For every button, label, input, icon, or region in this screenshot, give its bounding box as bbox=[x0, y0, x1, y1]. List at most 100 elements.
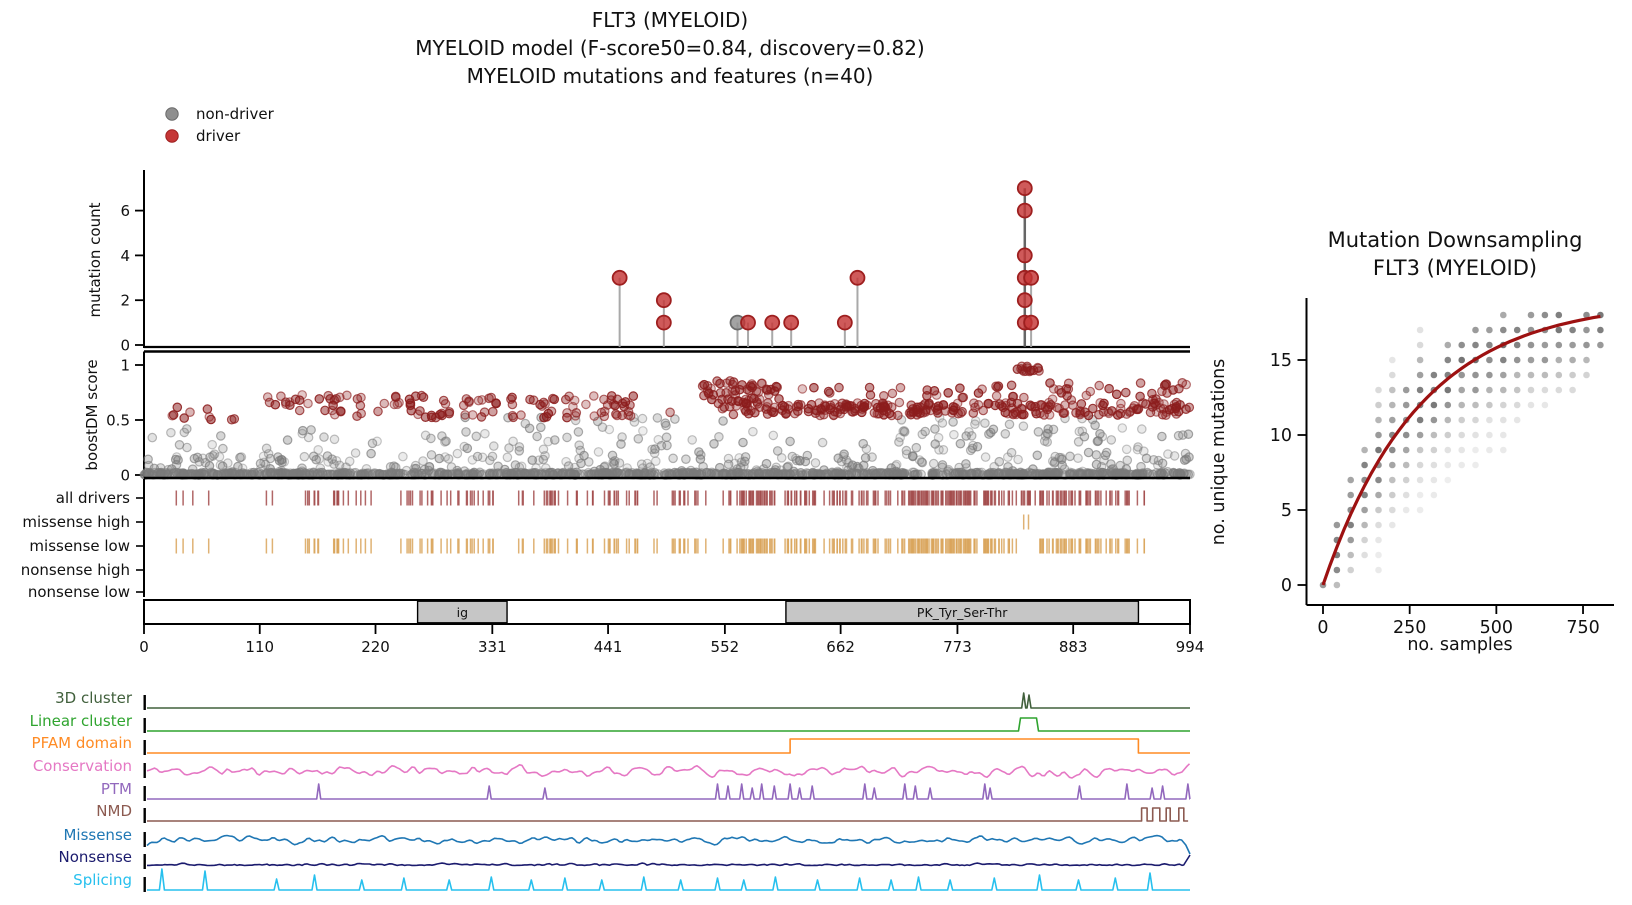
protein-position-tick-label: 883 bbox=[1059, 638, 1088, 656]
boostdm-score-tick-label: 0.5 bbox=[106, 412, 130, 430]
driver-mutation-dot bbox=[764, 314, 781, 331]
feature-track-label: Missense bbox=[63, 826, 132, 844]
driver-consequence-tracks-panel: all drivers missense high missense low nons… bbox=[21, 479, 1146, 601]
protein-position-tick-label: 773 bbox=[943, 638, 972, 656]
figure-title-line3: MYELOID mutations and features (n=40) bbox=[467, 64, 874, 88]
feature-track-label: Linear cluster bbox=[30, 712, 133, 730]
feature-track-axis-cap bbox=[143, 695, 146, 710]
protein-position-tick-label: 662 bbox=[826, 638, 855, 656]
feature-track-line-missense bbox=[146, 834, 1191, 855]
track-row-label: nonsense low bbox=[28, 583, 130, 601]
missense-high-ticks bbox=[1022, 514, 1030, 530]
feature-track-line-splicing bbox=[147, 868, 1190, 891]
downsampling-scatter-points bbox=[1319, 311, 1604, 589]
figure-title-line2: MYELOID model (F-score50=0.84, discovery… bbox=[415, 36, 924, 60]
y-axis-label-mutation-count: mutation count bbox=[86, 202, 104, 317]
y-axis-label-unique-mutations: no. unique mutations bbox=[1209, 359, 1229, 546]
driver-mutation-dot bbox=[655, 314, 672, 331]
feature-tracks-panel: 3D cluster Linear cluster PFAM domain Conse… bbox=[30, 689, 1191, 892]
pfam-domain-box bbox=[785, 600, 1140, 624]
downsampling-y-tick-label: 5 bbox=[1281, 501, 1292, 521]
track-row-label: all drivers bbox=[56, 489, 130, 507]
feature-track-line-3d-cluster bbox=[147, 692, 1190, 709]
mutation-count-tick-label: 0 bbox=[120, 337, 130, 355]
y-axis-label-boostdm-score: boostDM score bbox=[83, 359, 101, 470]
boostdm-score-tick-label: 1 bbox=[120, 357, 130, 375]
legend-label-non-driver: non-driver bbox=[196, 105, 275, 123]
pfam-domain-box-label: PK_Tyr_Ser-Thr bbox=[917, 605, 1008, 620]
driver-mutation-dot bbox=[611, 269, 628, 286]
feature-track-label: Splicing bbox=[73, 871, 132, 889]
mutation-count-panel: 0 2 4 6 bbox=[120, 170, 1190, 355]
all-drivers-ticks bbox=[175, 490, 1146, 506]
feature-track-axis-cap bbox=[143, 877, 146, 892]
driver-mutation-dot bbox=[1023, 269, 1040, 286]
pfam-domain-box bbox=[416, 600, 508, 624]
protein-position-tick-label: 220 bbox=[361, 638, 390, 656]
feature-track-label: Nonsense bbox=[59, 848, 133, 866]
feature-track-axis-cap bbox=[143, 808, 146, 823]
downsampling-title-line1: Mutation Downsampling bbox=[1328, 228, 1583, 252]
pfam-domain-box-label: ig bbox=[457, 605, 468, 620]
protein-position-tick-label: 0 bbox=[139, 638, 149, 656]
driver-mutation-dot bbox=[1023, 314, 1040, 331]
boostdm-score-scatter-points bbox=[139, 361, 1195, 480]
feature-track-axis-cap bbox=[143, 740, 146, 755]
downsampling-x-tick-label: 500 bbox=[1480, 618, 1513, 638]
feature-track-label: PFAM domain bbox=[32, 734, 132, 752]
feature-track-line-nonsense bbox=[147, 854, 1191, 867]
legend-label-driver: driver bbox=[196, 127, 241, 145]
downsampling-title-line2: FLT3 (MYELOID) bbox=[1373, 256, 1537, 280]
feature-track-line-conservation bbox=[146, 763, 1191, 779]
protein-position-axis: 0 110 220 331 441 552 662 773 883 994 bbox=[139, 624, 1204, 656]
feature-track-line-linear-cluster bbox=[147, 717, 1190, 732]
protein-position-tick-label: 110 bbox=[245, 638, 274, 656]
legend-marker-non-driver bbox=[165, 107, 179, 121]
x-axis-label-no-samples: no. samples bbox=[1407, 635, 1512, 655]
downsampling-y-tick-label: 10 bbox=[1270, 426, 1292, 446]
feature-track-line-pfam-domain bbox=[147, 738, 1190, 754]
driver-mutation-dot bbox=[1016, 247, 1033, 264]
driver-mutation-dot bbox=[783, 314, 800, 331]
downsampling-plot: 0 250 500 750 0 5 10 15 bbox=[1270, 298, 1614, 638]
protein-domain-bar: ig PK_Tyr_Ser-Thr bbox=[143, 599, 1191, 625]
protein-position-tick-label: 994 bbox=[1176, 638, 1205, 656]
downsampling-fit-curve bbox=[1321, 314, 1601, 586]
feature-track-label: PTM bbox=[101, 780, 132, 798]
driver-mutation-dot bbox=[1016, 180, 1033, 197]
driver-mutation-dot bbox=[740, 314, 756, 331]
feature-track-axis-cap bbox=[143, 718, 146, 733]
mutation-count-tick-label: 4 bbox=[120, 247, 130, 265]
feature-track-axis-cap bbox=[143, 786, 146, 801]
driver-mutation-dot bbox=[655, 292, 672, 309]
feature-track-label: Conservation bbox=[33, 757, 132, 775]
feature-track-axis-cap bbox=[143, 832, 146, 847]
protein-position-tick-label: 331 bbox=[478, 638, 507, 656]
feature-track-label: 3D cluster bbox=[55, 689, 133, 707]
missense-low-ticks bbox=[175, 538, 1146, 554]
protein-position-tick-label: 552 bbox=[711, 638, 740, 656]
mutation-count-tick-label: 2 bbox=[120, 292, 130, 310]
feature-track-line-nmd bbox=[147, 807, 1189, 822]
legend-marker-driver bbox=[165, 129, 179, 143]
downsampling-x-tick-label: 750 bbox=[1566, 618, 1599, 638]
downsampling-y-tick-label: 15 bbox=[1270, 351, 1292, 371]
track-row-label: missense low bbox=[29, 537, 130, 555]
driver-mutation-dot bbox=[1016, 202, 1033, 219]
downsampling-x-tick-label: 250 bbox=[1393, 618, 1426, 638]
boostdm-score-tick-label: 0 bbox=[120, 467, 130, 485]
boostdm-score-panel: 00.51 bbox=[106, 350, 1195, 485]
driver-mutation-dot bbox=[1016, 292, 1033, 309]
feature-track-axis-cap bbox=[143, 854, 146, 869]
track-row-label: nonsense high bbox=[21, 561, 130, 579]
mutation-count-tick-label: 6 bbox=[120, 202, 130, 220]
feature-track-line-ptm bbox=[147, 783, 1191, 800]
feature-track-axis-cap bbox=[143, 763, 146, 778]
figure-title-line1: FLT3 (MYELOID) bbox=[592, 8, 748, 32]
driver-mutation-dot bbox=[849, 269, 866, 286]
track-row-label: missense high bbox=[22, 513, 130, 531]
downsampling-x-tick-label: 0 bbox=[1317, 618, 1328, 638]
downsampling-y-tick-label: 0 bbox=[1281, 576, 1292, 596]
